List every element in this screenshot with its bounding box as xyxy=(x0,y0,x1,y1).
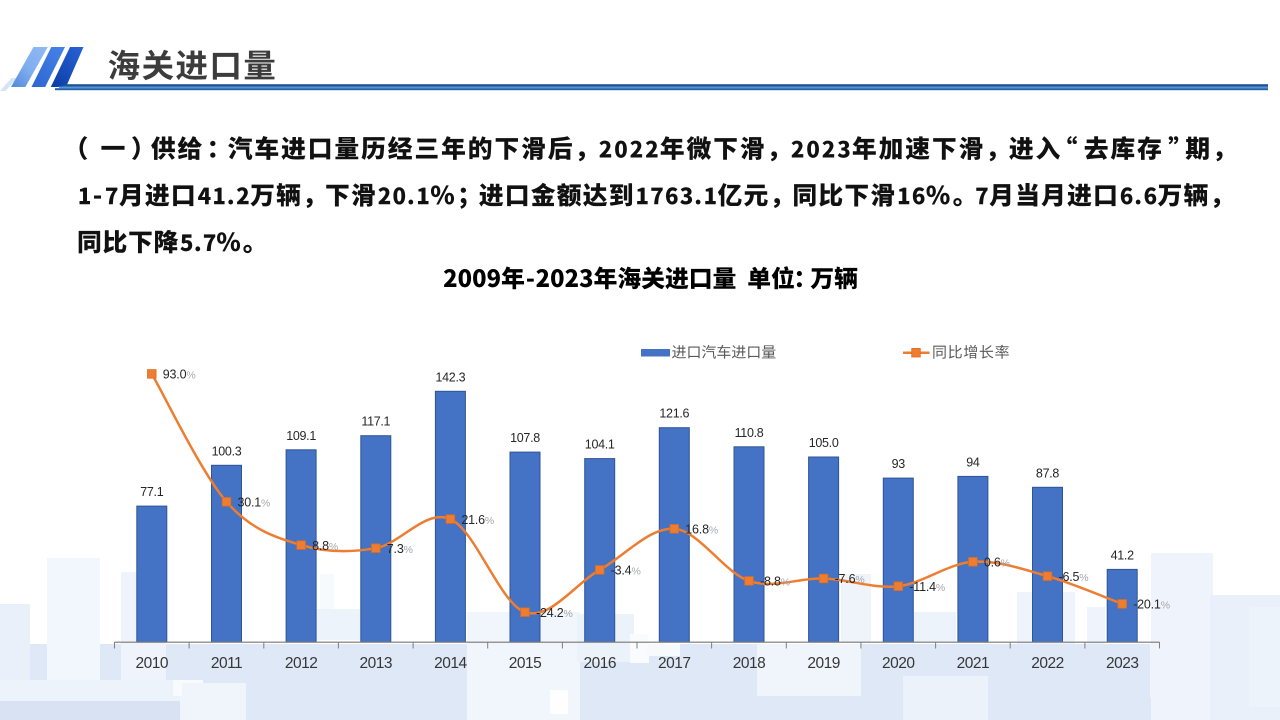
svg-text:16.8%: 16.8% xyxy=(685,523,718,537)
svg-text:-3.4%: -3.4% xyxy=(611,564,641,578)
svg-text:2015: 2015 xyxy=(509,655,541,672)
svg-text:93: 93 xyxy=(892,457,906,471)
svg-text:2020: 2020 xyxy=(882,655,915,672)
svg-text:2019: 2019 xyxy=(807,655,839,672)
svg-text:105.0: 105.0 xyxy=(809,436,839,450)
svg-text:94: 94 xyxy=(966,455,980,469)
svg-text:-11.4%: -11.4% xyxy=(909,580,945,594)
svg-text:30.1%: 30.1% xyxy=(238,496,271,510)
svg-text:21.6%: 21.6% xyxy=(461,513,494,527)
svg-text:87.8: 87.8 xyxy=(1036,466,1059,480)
svg-text:107.8: 107.8 xyxy=(510,431,540,445)
svg-text:2011: 2011 xyxy=(211,655,242,672)
svg-text:7.3%: 7.3% xyxy=(387,542,413,556)
svg-text:2018: 2018 xyxy=(733,655,765,672)
svg-text:2012: 2012 xyxy=(285,655,317,672)
svg-text:2021: 2021 xyxy=(957,655,989,672)
svg-text:2017: 2017 xyxy=(658,655,690,672)
svg-text:0.6%: 0.6% xyxy=(984,556,1010,570)
svg-text:142.3: 142.3 xyxy=(436,370,466,384)
svg-text:100.3: 100.3 xyxy=(212,444,242,458)
svg-text:-6.5%: -6.5% xyxy=(1059,570,1089,584)
svg-text:93.0%: 93.0% xyxy=(163,368,196,382)
svg-text:110.8: 110.8 xyxy=(735,426,764,440)
svg-text:-20.1%: -20.1% xyxy=(1133,598,1170,612)
svg-text:-24.2%: -24.2% xyxy=(536,606,573,620)
svg-text:109.1: 109.1 xyxy=(286,429,316,443)
svg-text:2014: 2014 xyxy=(434,655,467,672)
svg-text:2022: 2022 xyxy=(1031,655,1063,672)
svg-text:121.6: 121.6 xyxy=(659,407,689,421)
svg-text:-7.6%: -7.6% xyxy=(835,572,865,586)
svg-text:77.1: 77.1 xyxy=(140,485,163,499)
svg-text:2023: 2023 xyxy=(1106,655,1138,672)
svg-text:104.1: 104.1 xyxy=(585,438,615,452)
svg-text:117.1: 117.1 xyxy=(361,415,390,429)
svg-text:2013: 2013 xyxy=(360,655,392,672)
svg-text:-8.8%: -8.8% xyxy=(760,575,790,589)
svg-text:8.8%: 8.8% xyxy=(312,539,338,553)
svg-text:41.2: 41.2 xyxy=(1111,548,1134,562)
svg-text:2016: 2016 xyxy=(583,655,615,672)
svg-text:2010: 2010 xyxy=(136,655,169,672)
